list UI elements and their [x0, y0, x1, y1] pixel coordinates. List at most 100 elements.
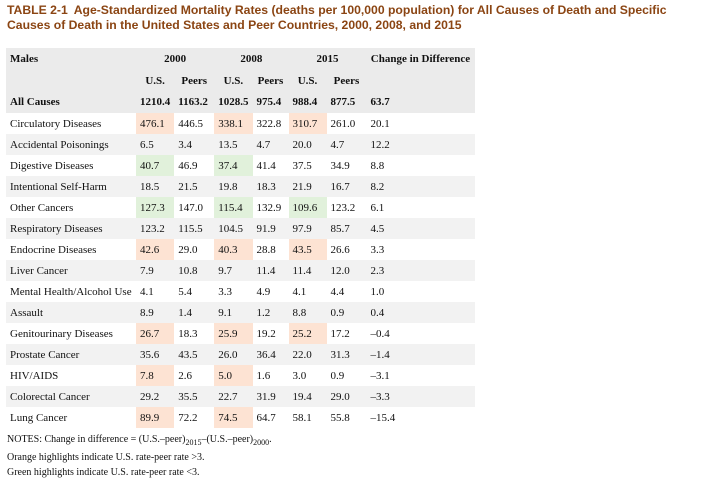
- header-row-years: Males 2000 2008 2015 Change in Differenc…: [6, 48, 475, 70]
- value-us-2008: 22.7: [214, 386, 253, 407]
- value-us-2000: 6.5: [136, 134, 175, 155]
- value-us-2015: 109.6: [288, 197, 327, 218]
- value-us-2015: 19.4: [288, 386, 327, 407]
- value-us-2000: 127.3: [136, 197, 175, 218]
- value-change: –3.3: [366, 386, 475, 407]
- header-males: Males: [10, 53, 39, 65]
- value-peers-2015: 16.7: [326, 176, 367, 197]
- value-peers-2000: 35.5: [174, 386, 215, 407]
- table-row: Respiratory Diseases 123.2 115.5 104.5 91.9 9…: [6, 218, 475, 239]
- value-peers-2015: 4.7: [326, 134, 367, 155]
- value-change: 12.2: [366, 134, 475, 155]
- value-us-2015: 20.0: [288, 134, 327, 155]
- value-peers-2015: 31.3: [326, 344, 367, 365]
- value-peers-2000: 1.4: [174, 302, 215, 323]
- value-peers-2008: 4.7: [252, 134, 289, 155]
- table-row: Assault 8.9 1.4 9.1 1.2 8.8 0.9 0.4: [6, 302, 475, 323]
- value-peers-2008: 4.9: [252, 281, 289, 302]
- value-change: 3.3: [366, 239, 475, 260]
- value-us-2000: 89.9: [136, 407, 175, 428]
- value-us-2015: 21.9: [288, 176, 327, 197]
- header-year-2000: 2000: [164, 53, 187, 65]
- value-us-2015: 58.1: [288, 407, 327, 428]
- value-us-2000: 4.1: [136, 281, 175, 302]
- table-row: Digestive Diseases 40.7 46.9 37.4 41.4 37.5 34…: [6, 155, 475, 176]
- header-year-2008: 2008: [240, 53, 263, 65]
- value-us-2015: 25.2: [288, 323, 327, 344]
- header-peers-2008: Peers: [257, 74, 284, 87]
- value-peers-2008: 18.3: [252, 176, 289, 197]
- value-us-2015: 43.5: [288, 239, 327, 260]
- value-us-2000: 29.2: [136, 386, 175, 407]
- table-row: Colorectal Cancer 29.2 35.5 22.7 31.9 19.4 29.…: [6, 386, 475, 407]
- value-us-2008: 74.5: [214, 407, 253, 428]
- value-us-2000: 7.8: [136, 365, 175, 386]
- cause-label: All Causes: [6, 91, 136, 113]
- value-change: –0.4: [366, 323, 475, 344]
- table-title: Age-Standardized Mortality Rates (deaths…: [7, 3, 667, 32]
- table-row: Lung Cancer 89.9 72.2 74.5 64.7 58.1 55.8 –15.4: [6, 407, 475, 428]
- value-change: 1.0: [366, 281, 475, 302]
- value-peers-2008: 36.4: [252, 344, 289, 365]
- value-peers-2015: 4.4: [326, 281, 367, 302]
- header-empty: [6, 70, 136, 91]
- table-row: Genitourinary Diseases 26.7 18.3 25.9 19.2 25…: [6, 323, 475, 344]
- value-us-2000: 123.2: [136, 218, 175, 239]
- table-row: HIV/AIDS 7.8 2.6 5.0 1.6 3.0 0.9 –3.1: [6, 365, 475, 386]
- cause-label: Endocrine Diseases: [6, 239, 136, 260]
- value-peers-2000: 115.5: [174, 218, 215, 239]
- value-peers-2015: 12.0: [326, 260, 367, 281]
- value-change: 8.2: [366, 176, 475, 197]
- table-row: Prostate Cancer 35.6 43.5 26.0 36.4 22.0 31.3–…: [6, 344, 475, 365]
- value-peers-2000: 147.0: [174, 197, 215, 218]
- cause-label: Respiratory Diseases: [6, 218, 136, 239]
- value-us-2008: 9.1: [214, 302, 253, 323]
- value-us-2015: 8.8: [288, 302, 327, 323]
- value-us-2015: 11.4: [288, 260, 327, 281]
- value-peers-2015: 55.8: [326, 407, 367, 428]
- value-peers-2008: 1.6: [252, 365, 289, 386]
- cause-label: Intentional Self-Harm: [6, 176, 136, 197]
- cause-label: Circulatory Diseases: [6, 113, 136, 134]
- value-us-2008: 19.8: [214, 176, 253, 197]
- value-us-2000: 1210.4: [136, 91, 175, 113]
- value-us-2015: 988.4: [288, 91, 327, 113]
- value-us-2008: 9.7: [214, 260, 253, 281]
- header-us-2000: U.S.: [145, 74, 165, 87]
- value-us-2000: 7.9: [136, 260, 175, 281]
- value-us-2000: 18.5: [136, 176, 175, 197]
- value-us-2000: 40.7: [136, 155, 175, 176]
- table-row: Mental Health/Alcohol Use 4.1 5.4 3.3 4.9 4.1…: [6, 281, 475, 302]
- value-peers-2008: 975.4: [252, 91, 289, 113]
- table-row: Intentional Self-Harm 18.5 21.5 19.8 18.3 21.…: [6, 176, 475, 197]
- cause-label: Other Cancers: [6, 197, 136, 218]
- value-peers-2015: 85.7: [326, 218, 367, 239]
- mortality-table: Males 2000 2008 2015 Change in Differenc…: [6, 48, 475, 428]
- value-change: 4.5: [366, 218, 475, 239]
- value-peers-2008: 11.4: [252, 260, 289, 281]
- value-us-2008: 3.3: [214, 281, 253, 302]
- cause-label: Accidental Poisonings: [6, 134, 136, 155]
- header-change: Change in Difference: [370, 53, 471, 65]
- value-peers-2015: 17.2: [326, 323, 367, 344]
- cause-label: Colorectal Cancer: [6, 386, 136, 407]
- cause-label: Genitourinary Diseases: [6, 323, 136, 344]
- value-peers-2015: 877.5: [326, 91, 367, 113]
- value-us-2015: 97.9: [288, 218, 327, 239]
- value-peers-2000: 5.4: [174, 281, 215, 302]
- value-us-2008: 1028.5: [214, 91, 253, 113]
- value-us-2008: 37.4: [214, 155, 253, 176]
- value-peers-2008: 322.8: [252, 113, 289, 134]
- value-peers-2000: 18.3: [174, 323, 215, 344]
- value-peers-2000: 72.2: [174, 407, 215, 428]
- value-us-2000: 35.6: [136, 344, 175, 365]
- value-us-2015: 37.5: [288, 155, 327, 176]
- value-change: –15.4: [366, 407, 475, 428]
- cause-label: Prostate Cancer: [6, 344, 136, 365]
- header-row-groups: U.S. Peers U.S. Peers U.S. Peers: [6, 70, 475, 91]
- value-us-2008: 115.4: [214, 197, 253, 218]
- value-peers-2008: 31.9: [252, 386, 289, 407]
- table-row: Circulatory Diseases 476.1 446.5 338.1 322.8…: [6, 113, 475, 134]
- value-peers-2000: 1163.2: [174, 91, 215, 113]
- value-peers-2008: 91.9: [252, 218, 289, 239]
